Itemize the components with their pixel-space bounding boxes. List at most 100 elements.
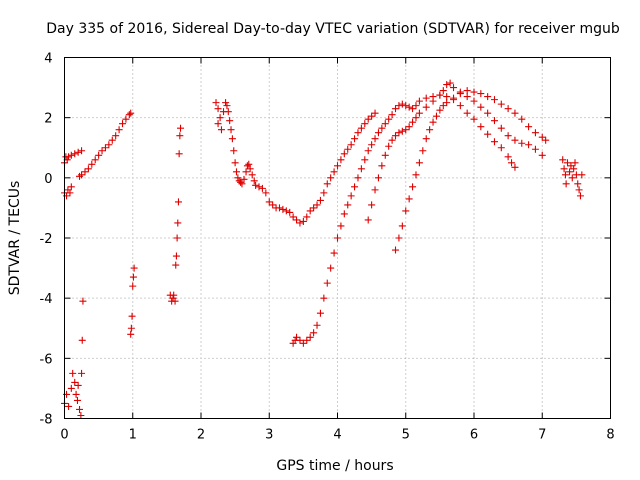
data-point — [531, 145, 539, 153]
data-point — [381, 151, 389, 159]
data-point — [66, 189, 74, 197]
data-point — [310, 204, 318, 212]
data-point — [174, 219, 182, 227]
data-point — [337, 156, 345, 164]
data-point — [330, 168, 338, 176]
data-point — [237, 178, 245, 186]
data-point — [504, 105, 512, 113]
data-point — [574, 180, 582, 188]
data-point — [511, 136, 519, 144]
data-point — [323, 279, 331, 287]
data-point — [313, 321, 321, 329]
data-point — [398, 100, 406, 108]
data-point — [170, 291, 178, 299]
data-point — [559, 156, 567, 164]
data-point — [518, 115, 526, 123]
data-point — [518, 139, 526, 147]
data-point — [279, 205, 287, 213]
data-point — [176, 132, 184, 140]
data-point — [378, 124, 386, 132]
data-point — [560, 165, 568, 173]
x-tick-label: 7 — [538, 428, 546, 443]
data-point — [432, 112, 440, 120]
data-point — [402, 126, 410, 134]
data-point — [128, 312, 136, 320]
data-point — [395, 234, 403, 242]
data-point — [127, 330, 135, 338]
data-point — [330, 249, 338, 257]
series-arc-early-low — [61, 297, 87, 419]
data-point — [525, 123, 533, 131]
data-point — [426, 126, 434, 134]
data-point — [293, 216, 301, 224]
data-point — [347, 141, 355, 149]
data-point — [344, 201, 352, 209]
data-point — [504, 132, 512, 140]
data-point — [422, 103, 430, 111]
data-point — [368, 112, 376, 120]
data-point — [542, 136, 550, 144]
data-point — [429, 97, 437, 105]
series-arc-1h — [127, 264, 138, 338]
data-point — [415, 109, 423, 117]
data-point — [508, 159, 516, 167]
data-point — [67, 384, 75, 392]
data-point — [578, 171, 586, 179]
data-point — [222, 99, 230, 107]
data-point — [71, 150, 79, 158]
data-point — [497, 124, 505, 132]
data-point — [405, 123, 413, 131]
data-point — [130, 264, 138, 272]
data-point — [477, 90, 485, 98]
data-point — [463, 109, 471, 117]
data-point — [392, 105, 400, 113]
data-point — [234, 174, 242, 182]
data-point — [67, 183, 75, 191]
data-point — [568, 174, 576, 182]
y-tick-label: -2 — [40, 232, 53, 247]
data-point — [364, 147, 372, 155]
data-point — [562, 180, 570, 188]
data-point — [484, 93, 492, 101]
data-point — [463, 93, 471, 101]
x-tick-label: 2 — [197, 428, 205, 443]
data-point — [368, 141, 376, 149]
data-point — [357, 165, 365, 173]
data-point — [538, 151, 546, 159]
series-arc-late-rise — [392, 87, 550, 254]
data-point — [409, 118, 417, 126]
series-arc-1.6h — [166, 124, 185, 305]
data-point — [371, 135, 379, 143]
data-point — [269, 201, 277, 209]
data-point — [497, 144, 505, 152]
data-point — [231, 159, 239, 167]
data-point — [242, 168, 250, 176]
data-point — [306, 333, 314, 341]
data-point — [371, 109, 379, 117]
data-point — [76, 405, 84, 413]
data-point — [303, 213, 311, 221]
data-point — [265, 198, 273, 206]
data-point — [323, 180, 331, 188]
data-point — [415, 159, 423, 167]
data-point — [443, 81, 451, 89]
data-point — [212, 99, 220, 107]
data-point — [334, 162, 341, 170]
data-point — [525, 141, 533, 149]
data-point — [405, 195, 413, 203]
data-point — [125, 111, 133, 119]
data-points — [61, 79, 586, 419]
series-arc-main-rise — [289, 91, 519, 347]
series-arc-mid-rise — [364, 79, 546, 224]
data-point — [575, 186, 583, 194]
data-point — [175, 150, 183, 158]
data-point — [172, 261, 180, 269]
data-point — [538, 133, 546, 141]
data-point — [78, 336, 86, 344]
data-point — [484, 109, 492, 117]
data-point — [316, 196, 324, 204]
plot-frame — [64, 57, 611, 419]
data-point — [490, 96, 498, 104]
data-point — [91, 156, 99, 164]
data-point — [275, 204, 283, 212]
